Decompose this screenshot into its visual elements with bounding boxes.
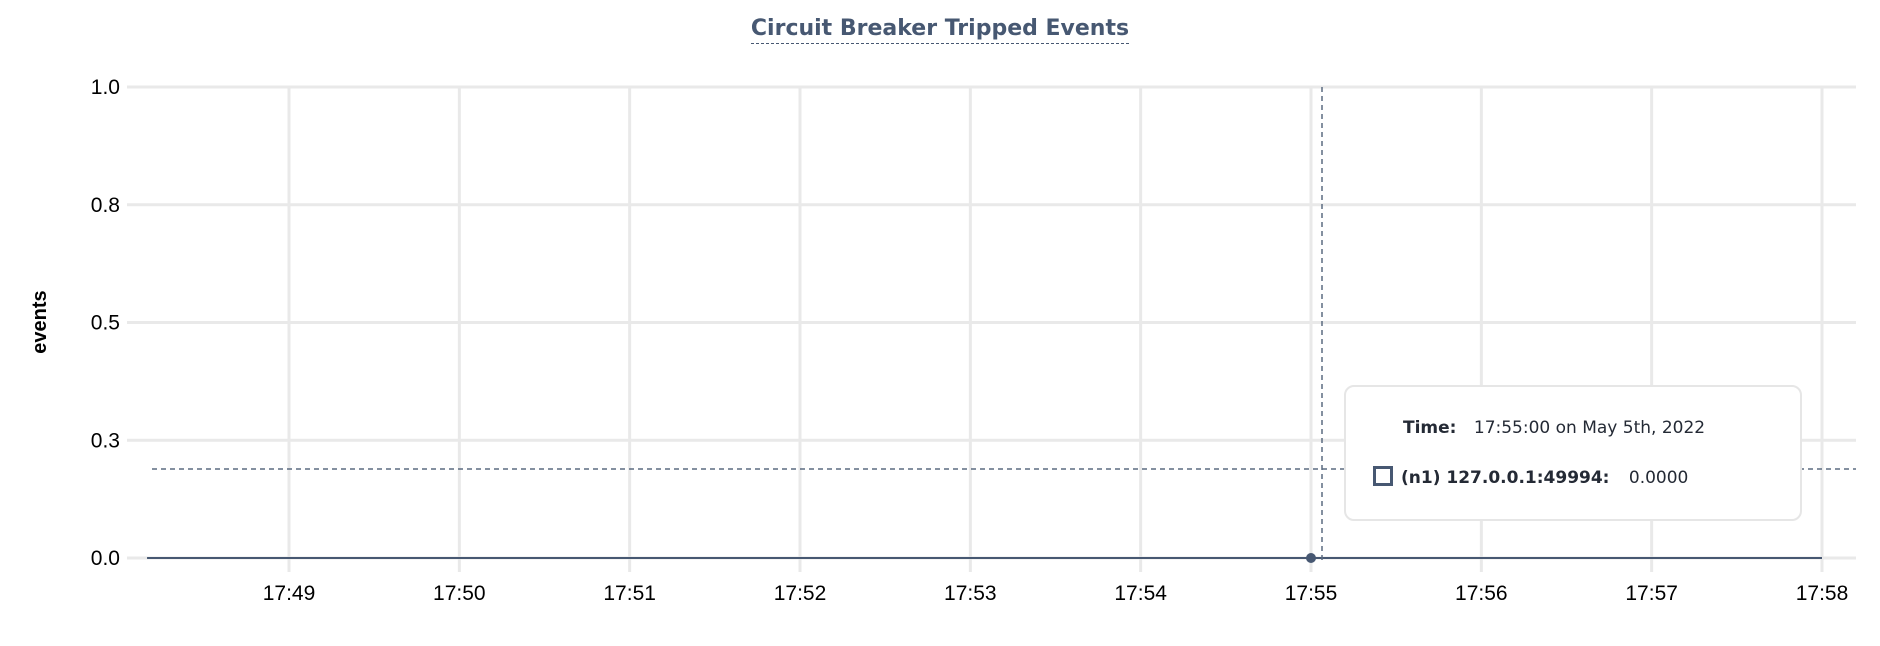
x-tick-label: 17:57 bbox=[1625, 582, 1678, 605]
y-tick-label: 0.5 bbox=[91, 312, 120, 335]
y-tick-label: 0.8 bbox=[91, 194, 120, 217]
x-tick-label: 17:52 bbox=[774, 582, 827, 605]
tooltip-time-value: 17:55:00 on May 5th, 2022 bbox=[1473, 418, 1706, 438]
tooltip-series-value: 0.0000 bbox=[1628, 468, 1689, 488]
chart-title: Circuit Breaker Tripped Events bbox=[0, 16, 1880, 44]
x-tick-label: 17:56 bbox=[1455, 582, 1508, 605]
x-tick-label: 17:54 bbox=[1114, 582, 1167, 605]
series-swatch-icon bbox=[1373, 466, 1393, 486]
y-tick-label: 1.0 bbox=[91, 76, 120, 99]
y-tick-label: 0.3 bbox=[91, 429, 120, 452]
tooltip-time-label: Time: bbox=[1403, 418, 1457, 438]
y-tick-label: 0.0 bbox=[91, 547, 120, 570]
x-tick-label: 17:55 bbox=[1285, 582, 1338, 605]
x-tick-label: 17:49 bbox=[263, 582, 316, 605]
tooltip-series-label: (n1) 127.0.0.1:49994: bbox=[1401, 468, 1610, 488]
x-tick-label: 17:53 bbox=[944, 582, 997, 605]
tooltip: Time: 17:55:00 on May 5th, 2022 (n1) 127… bbox=[1344, 385, 1802, 521]
y-axis-label: events bbox=[29, 290, 51, 353]
x-tick-label: 17:50 bbox=[433, 582, 486, 605]
chart-title-text: Circuit Breaker Tripped Events bbox=[750, 16, 1130, 44]
hover-point bbox=[1306, 553, 1316, 563]
x-tick-label: 17:51 bbox=[603, 582, 656, 605]
x-tick-label: 17:58 bbox=[1796, 582, 1849, 605]
